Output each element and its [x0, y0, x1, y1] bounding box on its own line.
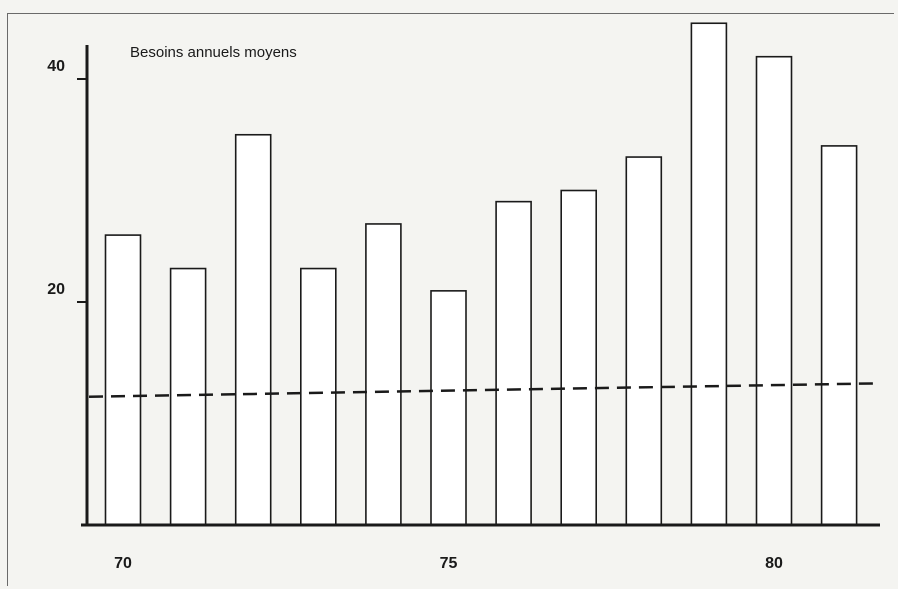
bar-1981	[820, 145, 858, 526]
bar-1971	[169, 267, 207, 526]
x-tick-label-70: 70	[114, 555, 132, 572]
bar-1976	[495, 200, 532, 526]
bar-1979	[690, 22, 728, 526]
x-ticks-group: 70 75 80	[114, 555, 783, 572]
axes-group	[81, 45, 880, 527]
y-tick-label-40: 40	[47, 58, 65, 75]
x-tick-label-75: 75	[440, 555, 458, 572]
chart-title: Besoins annuels moyens	[130, 44, 297, 61]
bars-group	[104, 22, 858, 526]
y-tick-label-20: 20	[47, 281, 65, 298]
bar-1975	[430, 290, 467, 526]
figure-frame	[7, 13, 894, 586]
bar-1977	[560, 189, 598, 526]
bar-1978	[625, 156, 663, 526]
bar-1970	[104, 234, 142, 526]
bar-1972	[234, 133, 272, 526]
bar-1973	[299, 267, 337, 526]
x-tick-label-80: 80	[765, 555, 783, 572]
bar-1974	[365, 223, 402, 526]
bar-1980	[755, 55, 793, 526]
